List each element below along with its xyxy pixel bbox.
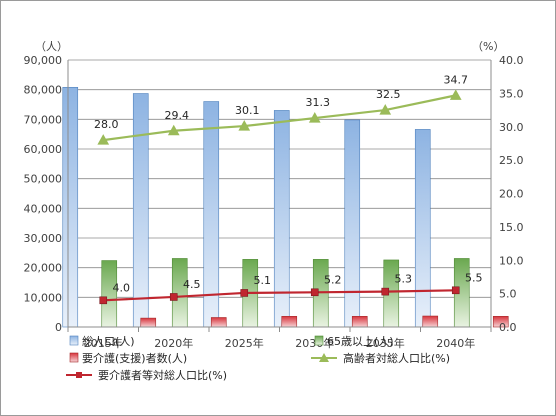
data-label: 29.4 (165, 109, 190, 122)
line-point (310, 288, 319, 297)
bar (414, 129, 431, 328)
bar (132, 93, 149, 328)
data-label: 5.2 (324, 273, 342, 286)
legend-swatch (314, 335, 324, 346)
category-label: 2035年 (366, 336, 405, 350)
category-label: 2040年 (436, 336, 475, 350)
bar (62, 86, 79, 328)
bar (351, 316, 368, 328)
data-label: 4.0 (113, 281, 131, 294)
right-tick-label: 0.0 (499, 321, 517, 334)
legend-swatch (69, 335, 79, 346)
data-label: 4.5 (183, 278, 201, 291)
left-tick-label: 80,000 (24, 84, 63, 97)
line-point (169, 293, 178, 301)
data-label: 28.0 (94, 118, 119, 131)
legend-label: 要介護(支援)者数(人) (82, 351, 187, 365)
bar-marks (62, 86, 509, 328)
bar (203, 101, 220, 328)
left-tick-label: 50,000 (24, 173, 63, 186)
data-label: 5.5 (465, 271, 483, 284)
data-label: 34.7 (444, 73, 469, 86)
data-label: 31.3 (306, 96, 331, 109)
left-tick-label: 10,000 (24, 291, 63, 304)
data-label: 5.3 (395, 273, 413, 286)
left-tick-label: 90,000 (24, 54, 63, 67)
line-point (379, 104, 392, 115)
category-label: 2020年 (154, 336, 193, 350)
category-label: 2015年 (84, 336, 123, 350)
bar (281, 316, 298, 328)
series-line (103, 94, 456, 142)
line-marks (97, 89, 462, 305)
left-tick-label: 30,000 (24, 232, 63, 245)
line-point (99, 296, 108, 305)
data-label: 5.1 (254, 274, 272, 287)
right-tick-label: 30.0 (499, 121, 524, 134)
legend-marker (319, 353, 329, 362)
line-point (240, 289, 249, 297)
legend-label: 総人口(人) (82, 334, 135, 348)
left-tick-label: 40,000 (24, 202, 63, 215)
bar (273, 110, 290, 328)
bar (210, 317, 227, 328)
right-tick-label: 15.0 (499, 221, 524, 234)
legend-label: 要介護者等対総人口比(%) (98, 368, 227, 382)
bar (422, 315, 439, 328)
right-tick-label: 10.0 (499, 254, 524, 267)
series-line (103, 289, 456, 302)
right-tick-label: 35.0 (499, 87, 524, 100)
line-point (381, 287, 390, 296)
bar (171, 258, 188, 328)
legend-swatch (69, 352, 79, 363)
line-point (97, 134, 110, 145)
bar (344, 119, 361, 328)
right-tick-label: 40.0 (499, 54, 524, 67)
left-unit-label: （人） (35, 40, 68, 53)
legend-label: 高齢者対総人口比(%) (343, 351, 450, 365)
data-label: 32.5 (376, 88, 401, 101)
legend-label: 65歳以上(人) (327, 335, 394, 348)
legend: 総人口(人) 65歳以上(人) 要介護(支援)者数(人) 高齢者対総人口比(%) 要介護… (66, 334, 450, 382)
data-labels: 28.0 29.4 30.1 31.3 32.5 34.7 4.0 4.5 5.1 5.2 5.3 5… (94, 73, 483, 294)
right-tick-label: 20.0 (499, 188, 524, 201)
line-point (167, 124, 180, 136)
line-point (308, 112, 321, 123)
left-tick-label: 20,000 (24, 262, 63, 275)
left-tick-label: 0 (55, 321, 62, 334)
right-tick-label: 25.0 (499, 154, 524, 167)
left-tick-label: 60,000 (24, 143, 63, 156)
left-tick-label: 70,000 (24, 113, 63, 126)
legend-marker (76, 372, 82, 378)
right-unit-label: （%） (472, 40, 504, 53)
category-label: 2025年 (225, 336, 264, 350)
right-tick-label: 5.0 (499, 288, 517, 301)
line-point (238, 120, 251, 131)
bar (140, 317, 157, 328)
data-label: 30.1 (235, 104, 260, 117)
line-point (449, 89, 462, 100)
axes: 0 10,000 20,000 30,000 40,000 50,000 60,000 70,… (24, 40, 524, 350)
line-point (451, 286, 460, 295)
bar (492, 316, 509, 328)
